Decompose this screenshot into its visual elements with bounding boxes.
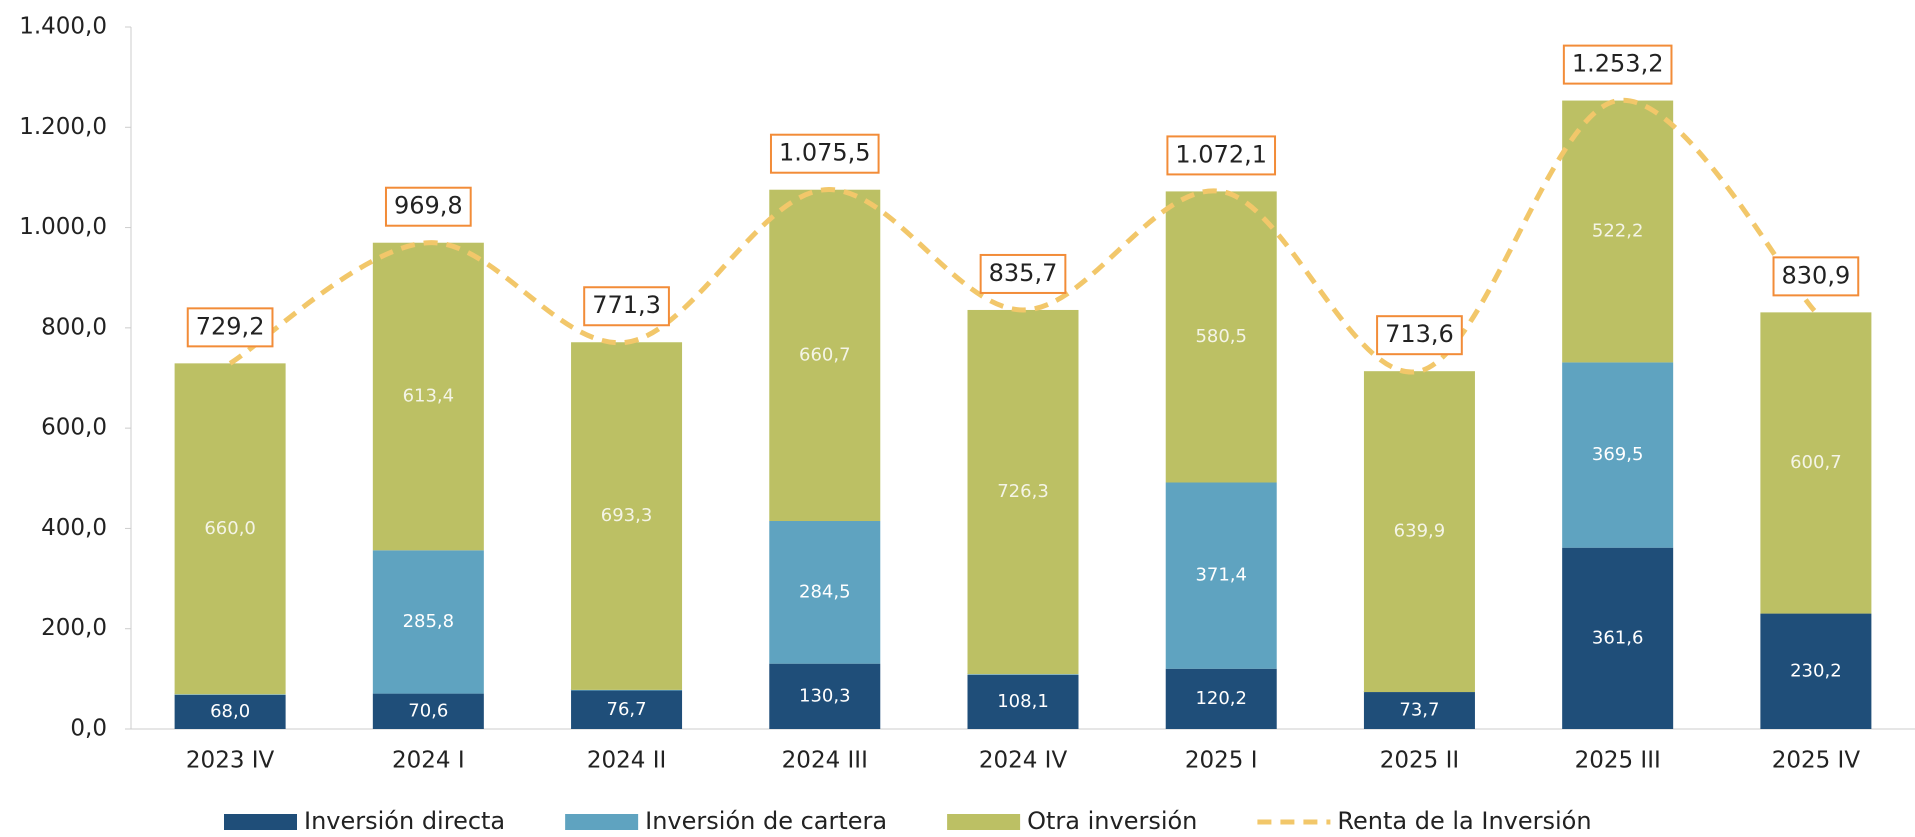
bar-segment [769, 521, 881, 664]
line-label-box [1376, 315, 1463, 356]
bar-segment [769, 663, 881, 729]
data-label: 580,5 [1195, 326, 1247, 347]
data-label: 660,0 [204, 518, 256, 539]
data-label: 726,3 [997, 481, 1049, 502]
line-label-box [769, 133, 880, 174]
data-label: 613,4 [403, 386, 455, 407]
y-tick-label: 800,0 [41, 314, 107, 340]
legend-label: Renta de la Inversión [1337, 807, 1591, 835]
bar-segment [769, 189, 881, 522]
bar-segment [1562, 547, 1674, 729]
line-label: 1.075,5 [779, 139, 871, 167]
y-tick-label: 0,0 [70, 716, 107, 742]
bar-segment [174, 694, 286, 695]
bar-segment [1562, 362, 1674, 548]
bar-segment [1760, 312, 1872, 614]
data-label: 68,0 [210, 701, 250, 722]
line-label-box [1166, 135, 1277, 176]
legend-swatch [224, 814, 297, 830]
bar-segment [967, 309, 1079, 675]
y-tick-label: 1.000,0 [19, 214, 107, 240]
legend-label: Otra inversión [1027, 807, 1197, 835]
bar-segment [372, 550, 484, 694]
data-label: 371,4 [1195, 565, 1247, 586]
line-label: 713,6 [1385, 320, 1454, 348]
x-tick-label: 2025 III [1575, 748, 1661, 774]
data-label: 284,5 [799, 581, 851, 602]
line-series [228, 98, 1818, 375]
x-tick-label: 2025 IV [1772, 748, 1861, 774]
line-label: 1.072,1 [1175, 140, 1267, 168]
data-label: 230,2 [1790, 660, 1842, 681]
line-label: 969,8 [394, 192, 463, 220]
bar-segment [1760, 613, 1872, 729]
line-label: 729,2 [196, 312, 265, 340]
line-label: 771,3 [592, 291, 661, 319]
y-tick-label: 1.200,0 [19, 114, 107, 140]
line-label-box [979, 253, 1067, 294]
data-label: 73,7 [1399, 700, 1439, 721]
data-label: 120,2 [1195, 688, 1247, 709]
data-label: 285,8 [403, 611, 455, 632]
x-tick-label: 2024 I [392, 748, 465, 774]
bar-segment [174, 694, 286, 729]
bar-segment [372, 693, 484, 729]
data-label: 693,3 [601, 505, 653, 526]
data-label: 70,6 [408, 700, 448, 721]
bar-segment [571, 342, 683, 690]
data-label: 660,7 [799, 344, 851, 365]
bar-segment [1363, 692, 1475, 729]
y-tick-label: 1.400,0 [19, 14, 107, 40]
x-tick-label: 2024 IV [979, 748, 1068, 774]
line-label-box [384, 186, 472, 227]
line-label: 1.253,2 [1572, 50, 1664, 78]
bar-segment [174, 363, 286, 695]
bar-segment [372, 242, 484, 551]
line-label-box [583, 286, 670, 327]
data-label: 108,1 [997, 691, 1049, 712]
x-tick-label: 2024 II [587, 748, 666, 774]
line-label: 835,7 [989, 259, 1058, 287]
data-label: 361,6 [1592, 627, 1644, 648]
bar-segment [1165, 482, 1277, 669]
bar-segment [1165, 191, 1277, 483]
y-tick-label: 600,0 [41, 415, 107, 441]
bar-segment [1363, 371, 1475, 693]
bar-segment [1165, 668, 1277, 729]
line-label-box [1562, 44, 1673, 85]
data-label: 522,2 [1592, 220, 1644, 241]
data-label: 369,5 [1592, 444, 1644, 465]
y-tick-label: 200,0 [41, 615, 107, 641]
data-label: 600,7 [1790, 452, 1842, 473]
x-tick-label: 2025 II [1380, 748, 1459, 774]
y-tick-label: 400,0 [41, 515, 107, 541]
x-tick-label: 2023 IV [186, 748, 275, 774]
x-tick-label: 2025 I [1185, 748, 1258, 774]
legend-swatch [947, 814, 1021, 830]
bar-segment [571, 689, 683, 691]
data-label: 130,3 [799, 685, 851, 706]
legend-label: Inversión directa [304, 807, 505, 835]
bar-segment [967, 674, 1079, 675]
line-label-box [1772, 256, 1860, 297]
legend-label: Inversión de cartera [645, 807, 887, 835]
data-label: 639,9 [1394, 521, 1446, 542]
line-label: 830,9 [1782, 261, 1851, 289]
bar-segment [571, 690, 683, 729]
data-label: 76,7 [607, 699, 647, 720]
legend-swatch [565, 814, 639, 830]
line-label-box [186, 307, 274, 348]
bar-segment [967, 674, 1079, 729]
bar-segment [1562, 100, 1674, 363]
x-tick-label: 2024 III [782, 748, 868, 774]
